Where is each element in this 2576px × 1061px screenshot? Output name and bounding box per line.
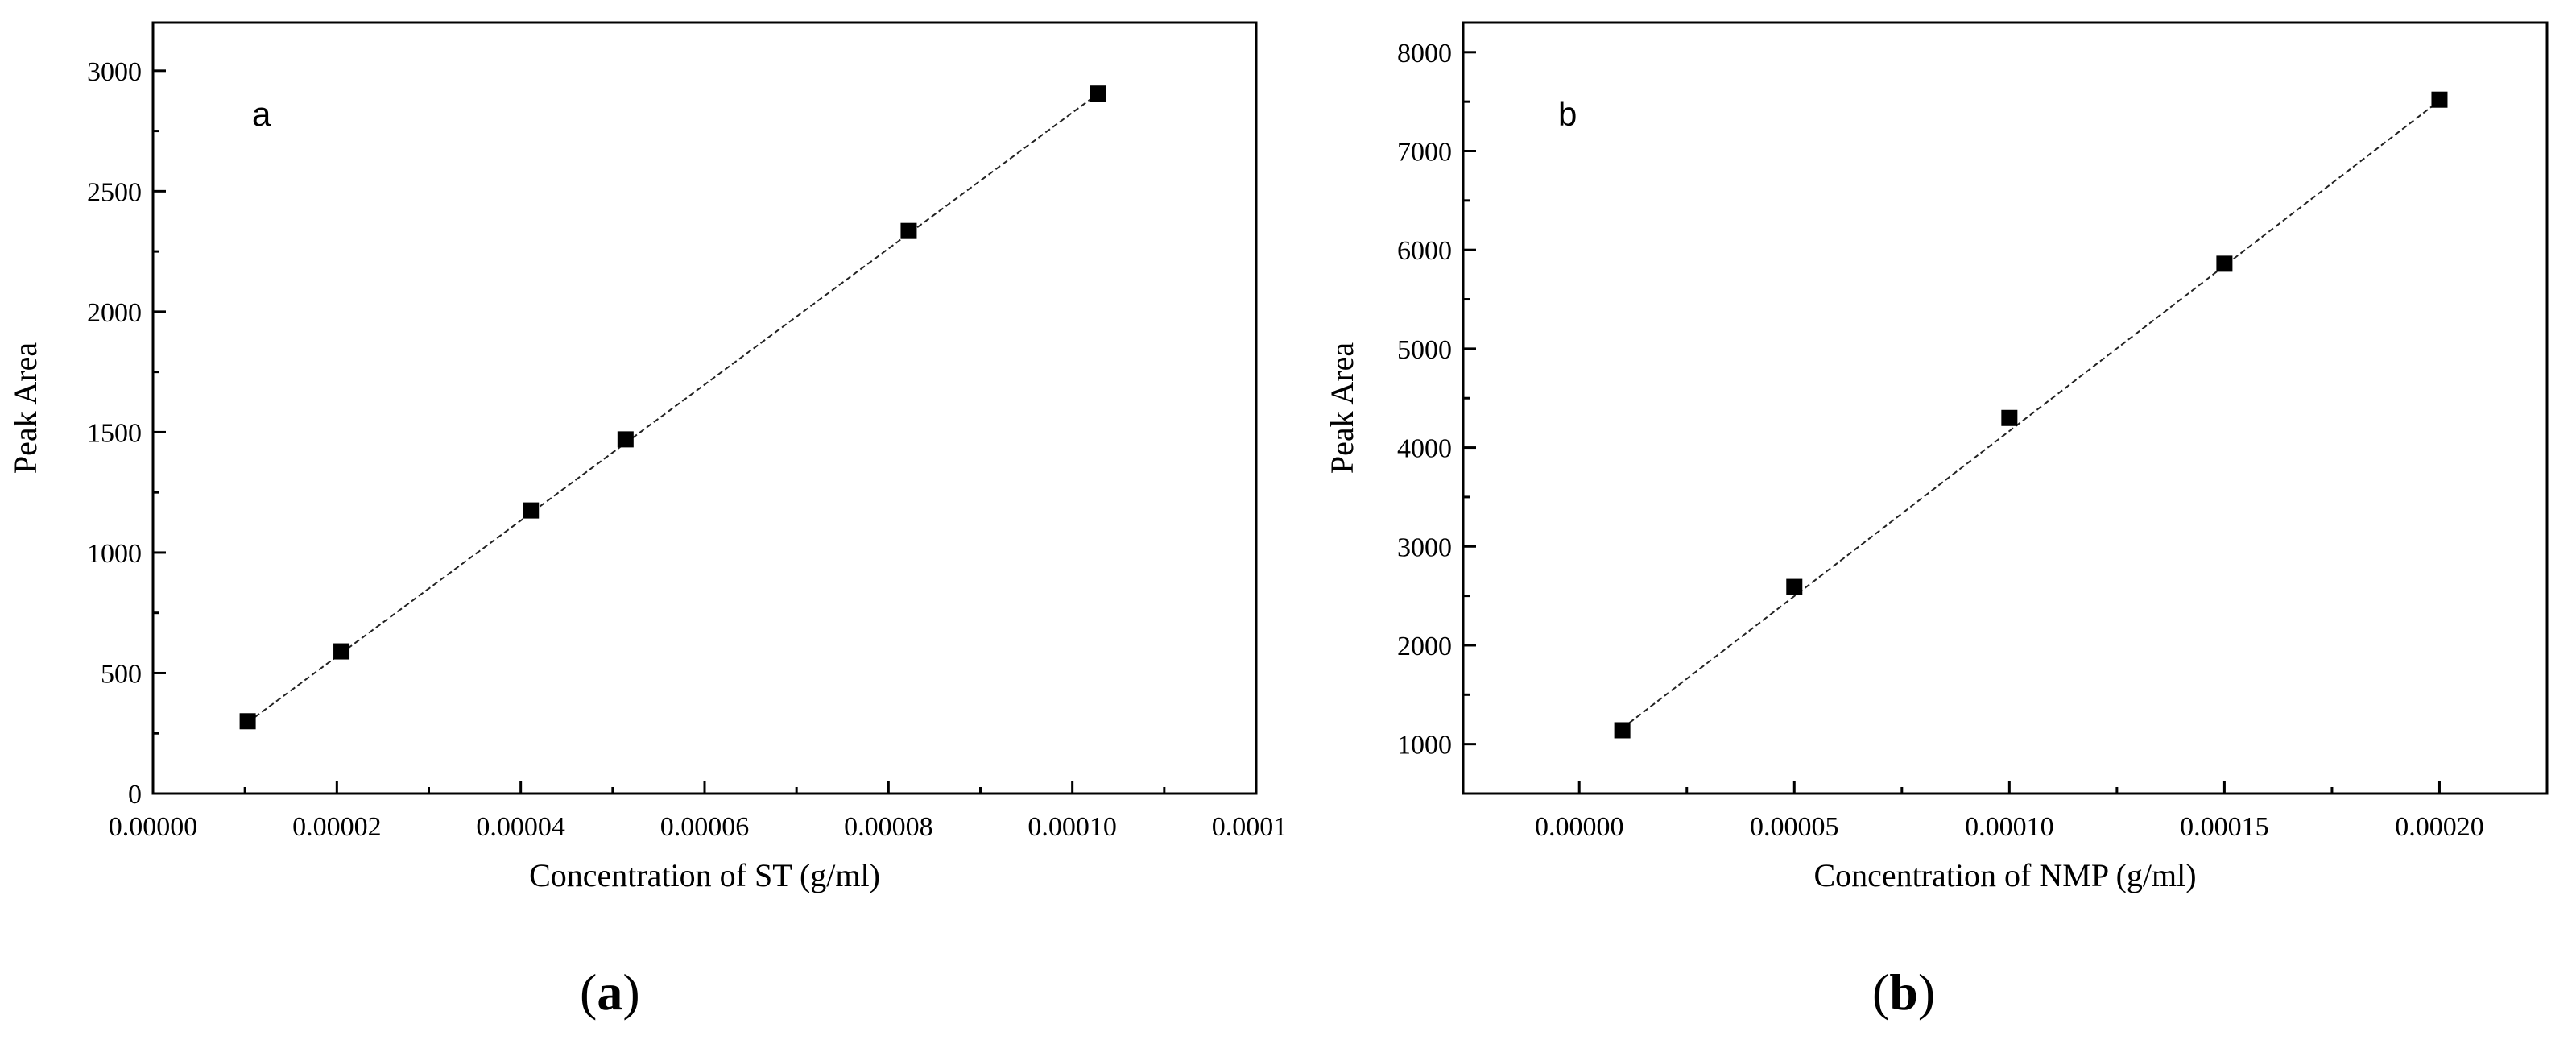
x-tick-label: 0.00012 bbox=[1212, 812, 1288, 842]
x-tick-label: 0.00006 bbox=[660, 812, 750, 842]
y-tick-label: 4000 bbox=[1397, 434, 1452, 464]
x-tick-label: 0.00000 bbox=[1535, 812, 1624, 842]
data-point bbox=[900, 222, 917, 239]
caption-a-close: ) bbox=[622, 964, 640, 1021]
y-tick-label: 1500 bbox=[87, 418, 142, 448]
data-point bbox=[2001, 409, 2018, 426]
y-tick-label: 1000 bbox=[1397, 731, 1452, 761]
panel-letter: b bbox=[1558, 95, 1577, 133]
caption-a-letter: a bbox=[597, 964, 623, 1021]
y-tick-label: 1000 bbox=[87, 539, 142, 569]
x-tick-label: 0.00004 bbox=[476, 812, 565, 842]
fit-line bbox=[1622, 100, 2441, 729]
x-tick-label: 0.00010 bbox=[1965, 812, 2054, 842]
data-point bbox=[1786, 578, 1803, 595]
x-tick-label: 0.00008 bbox=[844, 812, 933, 842]
data-point bbox=[333, 643, 350, 660]
y-tick-label: 8000 bbox=[1397, 39, 1452, 68]
data-point bbox=[1614, 722, 1631, 739]
y-tick-label: 500 bbox=[101, 659, 142, 689]
x-axis-label: Concentration of NMP (g/ml) bbox=[1813, 857, 2196, 893]
chart-b: 0.00000 0.00005 0.00010 0.00015 0.00020 1000 2… bbox=[1324, 21, 2549, 893]
caption-b-letter: b bbox=[1889, 964, 1918, 1021]
data-point bbox=[617, 431, 634, 448]
plot-frame bbox=[1462, 21, 2549, 795]
y-tick-label: 6000 bbox=[1397, 236, 1452, 266]
x-tick-label: 0.00005 bbox=[1750, 812, 1839, 842]
x-axis-label: Concentration of ST (g/ml) bbox=[529, 857, 880, 893]
caption-b-close: ) bbox=[1917, 964, 1936, 1021]
caption-b: (b) bbox=[1872, 963, 1935, 1022]
y-axis-label: Peak Area bbox=[1324, 342, 1360, 475]
x-tick-label: 0.00020 bbox=[2395, 812, 2484, 842]
x-tick-label: 0.00000 bbox=[109, 812, 198, 842]
data-point bbox=[523, 502, 540, 519]
data-point bbox=[2216, 255, 2233, 272]
y-axis-label: Peak Area bbox=[7, 342, 43, 475]
panel-letter: a bbox=[252, 95, 271, 133]
y-tick-label: 0 bbox=[128, 780, 142, 810]
caption-b-open: ( bbox=[1872, 964, 1890, 1021]
x-tick-label: 0.00002 bbox=[292, 812, 382, 842]
data-point bbox=[1090, 85, 1106, 102]
y-tick-label: 3000 bbox=[1397, 533, 1452, 562]
y-tick-label: 2000 bbox=[1397, 632, 1452, 661]
fit-line bbox=[246, 93, 1099, 723]
y-tick-label: 7000 bbox=[1397, 138, 1452, 168]
x-tick-label: 0.00010 bbox=[1028, 812, 1117, 842]
y-tick-label: 2500 bbox=[87, 177, 142, 207]
chart-a: 0.00000 0.00002 0.00004 0.00006 0.00008 0.000… bbox=[7, 21, 1288, 893]
y-tick-label: 2000 bbox=[87, 298, 142, 328]
caption-a: (a) bbox=[580, 963, 640, 1022]
plot-frame bbox=[151, 21, 1258, 795]
data-point bbox=[239, 713, 256, 730]
y-tick-label: 5000 bbox=[1397, 335, 1452, 365]
data-point bbox=[2431, 91, 2448, 108]
caption-a-open: ( bbox=[580, 964, 597, 1021]
y-tick-label: 3000 bbox=[87, 57, 142, 87]
x-tick-label: 0.00015 bbox=[2180, 812, 2269, 842]
